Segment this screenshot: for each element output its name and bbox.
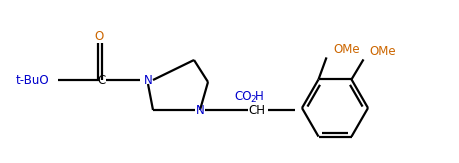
Text: CH: CH: [248, 104, 265, 117]
Text: C: C: [98, 74, 106, 87]
Text: N: N: [144, 74, 152, 87]
Text: 2: 2: [250, 95, 256, 104]
Text: O: O: [95, 30, 104, 44]
Text: OMe: OMe: [334, 43, 360, 56]
Text: CO: CO: [234, 89, 252, 103]
Text: N: N: [196, 104, 204, 117]
Text: H: H: [255, 89, 264, 103]
Text: t-BuO: t-BuO: [15, 74, 49, 87]
Text: OMe: OMe: [369, 45, 396, 58]
